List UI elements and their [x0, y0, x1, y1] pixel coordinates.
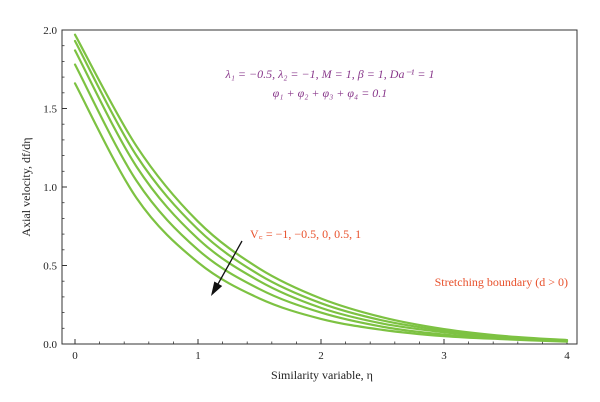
vc-values-annotation: V꜀ = −1, −0.5, 0, 0.5, 1: [250, 227, 361, 241]
parameters-annotation-line2: φ₁ + φ₂ + φ₃ + φ₄ = 0.1: [273, 86, 388, 100]
y-tick-label: 1.5: [43, 104, 57, 116]
x-tick-label: 1: [195, 350, 201, 362]
vc-arrow-head: [211, 281, 223, 296]
series-line-5: [73, 33, 569, 342]
y-axis-title: Axial velocity, df/dη: [19, 137, 33, 236]
tick-marks: [62, 29, 568, 345]
y-tick-label: 0.0: [43, 339, 57, 351]
x-tick-label: 3: [441, 350, 447, 362]
y-tick-label: 2.0: [43, 25, 57, 37]
vc-arrow: [211, 240, 243, 296]
x-axis-title: Similarity variable, η: [271, 368, 373, 382]
x-tick-label: 4: [564, 350, 570, 362]
y-tick-label: 0.5: [43, 261, 57, 273]
stretching-boundary-annotation: Stretching boundary (d > 0): [435, 275, 568, 289]
x-tick-label: 2: [318, 350, 324, 362]
y-tick-labels: 0.0 0.5 1.0 1.5 2.0: [43, 25, 57, 351]
series-line-2: [73, 63, 569, 343]
series-lines: [73, 33, 569, 343]
x-tick-label: 0: [72, 350, 78, 362]
vc-arrow-shaft: [217, 240, 243, 285]
y-tick-label: 1.0: [43, 182, 57, 194]
parameters-annotation-line1: λ₁ = −0.5, λ₂ = −1, M = 1, β = 1, Da⁻¹ =…: [225, 67, 435, 81]
x-tick-labels: 0 1 2 3 4: [72, 350, 570, 362]
